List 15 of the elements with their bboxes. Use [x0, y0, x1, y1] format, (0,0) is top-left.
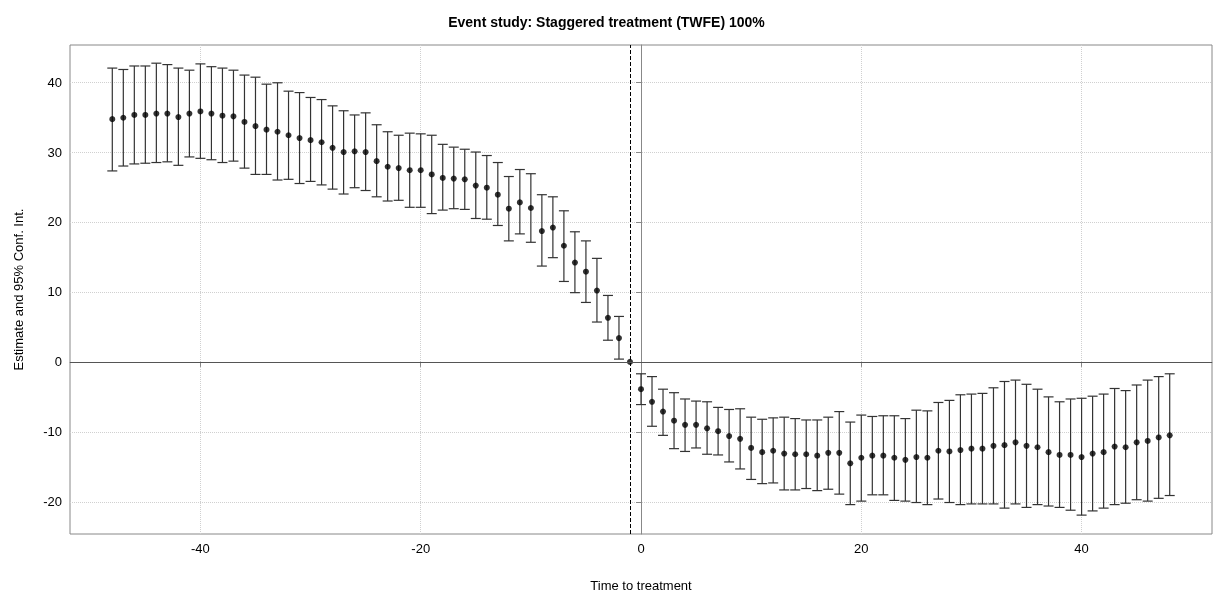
y-tick-label: 40	[47, 74, 62, 90]
x-tick-label: 0	[637, 541, 645, 556]
x-tick-label: 20	[854, 541, 869, 556]
y-tick-label: 10	[47, 284, 62, 300]
y-tick-label: -10	[43, 424, 62, 440]
x-tick-label: -40	[191, 541, 210, 556]
y-tick-label: 20	[47, 214, 62, 230]
y-tick-label: 0	[54, 354, 62, 370]
x-axis-title: Time to treatment	[590, 578, 693, 593]
x-tick-label: -20	[411, 541, 431, 556]
y-tick-label: -20	[43, 494, 62, 510]
y-tick-label: 30	[47, 144, 62, 160]
x-tick-label: 40	[1074, 541, 1089, 556]
y-axis-title: Estimate and 95% Conf. Int.	[11, 208, 26, 371]
chart-title: Event study: Staggered treatment (TWFE) 100%	[448, 14, 766, 30]
